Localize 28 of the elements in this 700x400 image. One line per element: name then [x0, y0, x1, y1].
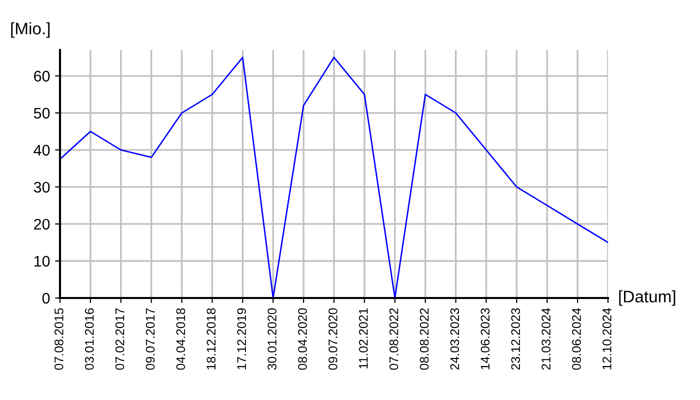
x-tick-label: 03.01.2016 [84, 308, 94, 370]
x-tick-label: 04.04.2018 [176, 308, 186, 370]
y-tick-label: 40 [34, 144, 50, 156]
x-tick-label: 07.08.2015 [54, 308, 64, 370]
y-tick-label: 50 [34, 108, 50, 119]
x-tick-label: 24.03.2023 [450, 308, 460, 370]
x-tick-label: 08.08.2022 [420, 308, 429, 370]
x-tick-label: 21.03.2024 [542, 308, 550, 370]
x-tick-label: 17.12.2019 [237, 308, 246, 370]
x-tick-label: 09.07.2017 [146, 308, 155, 370]
x-tick-label: 18.12.2018 [206, 308, 216, 370]
x-tick-label: 08.04.2020 [298, 308, 307, 370]
x-tick-label: 23.12.2023 [511, 308, 520, 370]
y-tick-label: 30 [34, 182, 50, 193]
x-tick-label: 12.10.2024 [602, 308, 612, 370]
x-axis-title: [Datum] [619, 290, 676, 306]
x-tick-label: 11.02.2021 [358, 308, 368, 368]
x-tick-label: 07.08.2022 [389, 308, 398, 370]
x-tick-label: 30.01.2020 [268, 308, 276, 370]
y-tick-label: 60 [34, 70, 50, 82]
x-tick-label: 09.07.2020 [328, 308, 338, 370]
y-axis-title: [Mio.] [11, 22, 50, 38]
x-tick-label: 08.06.2024 [572, 308, 581, 370]
y-tick-label: 10 [34, 256, 50, 267]
x-tick-label: 07.02.2017 [115, 308, 124, 370]
x-tick-label: 14.06.2023 [480, 308, 490, 370]
y-tick-label: 0 [42, 292, 50, 304]
y-tick-label: 20 [34, 218, 50, 230]
